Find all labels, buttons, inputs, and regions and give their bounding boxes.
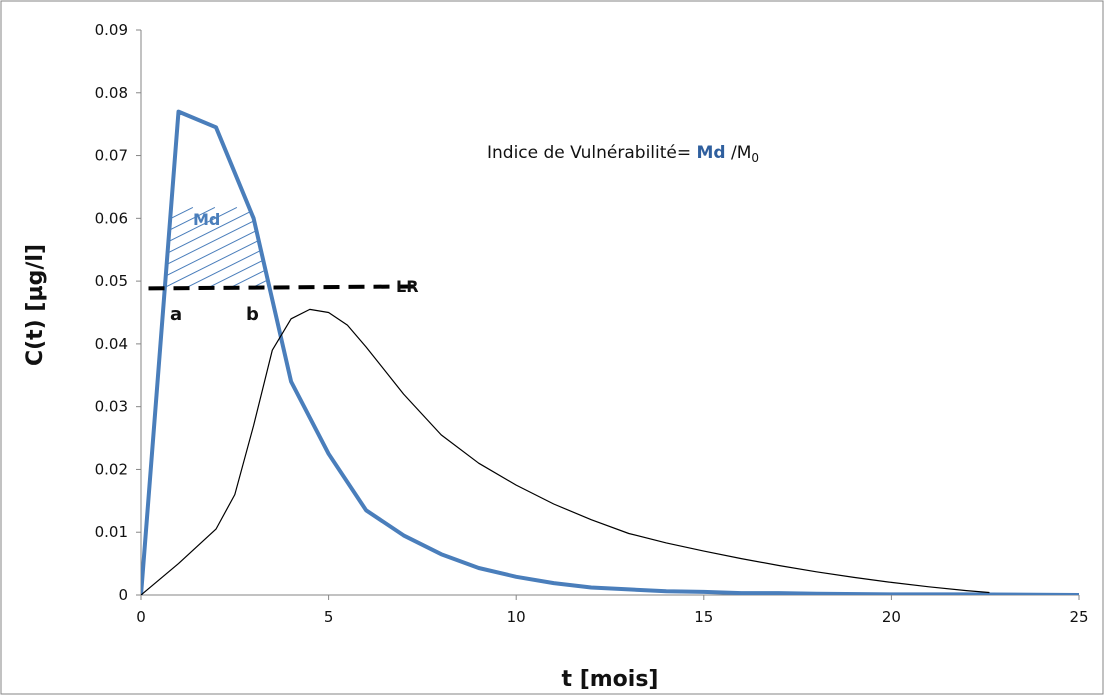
formula-sub: 0 [751,151,759,165]
y-tick-label: 0.06 [95,209,128,227]
y-tick-label: 0 [118,586,128,604]
x-tick-label: 5 [324,608,334,626]
y-tick-label: 0.08 [95,84,128,102]
series-line-blue [141,109,1079,595]
y-axis-title: C(t) [µg/l] [23,244,48,366]
md-hatch-line [166,206,270,288]
x-tick-label: 10 [507,608,526,626]
series-group [141,109,1079,595]
x-tick-label: 20 [882,608,901,626]
tick-labels: 0 5 10 15 20 25 0 0.01 0.02 0.03 0.04 0.05 0.06 0.07 0… [95,21,1089,626]
y-tick-label: 0.09 [95,21,128,39]
md-hatch-line [188,206,270,288]
x-tick-label: 25 [1069,608,1088,626]
point-a-label: a [170,304,182,325]
x-tick-label: 0 [136,608,146,626]
formula-md: Md [697,143,726,163]
threshold-label: LR [396,277,419,296]
md-hatch-line [232,206,270,288]
x-axis-title: t [mois] [562,667,659,692]
y-tick-label: 0.07 [95,147,128,165]
md-hatch-line [164,206,216,288]
y-tick-label: 0.03 [95,398,128,416]
md-hatch-line [164,206,238,288]
y-tick-label: 0.04 [95,335,128,353]
y-tick-label: 0.02 [95,460,128,478]
md-hatch-line [164,206,270,288]
md-hatch-line [210,206,270,288]
formula-prefix: Indice de Vulnérabilité= [487,143,697,163]
threshold-line [148,284,423,291]
md-hatch-line [164,206,270,288]
md-area-label: Md [193,210,220,229]
x-tick-label: 15 [694,608,713,626]
vulnerability-formula: Indice de Vulnérabilité= Md /M0 [487,143,759,165]
y-tick-label: 0.01 [95,523,128,541]
y-tick-label: 0.05 [95,272,128,290]
threshold-group [148,284,423,291]
md-hatch-line [164,206,270,288]
formula-mid: /M [726,143,752,163]
series-line-black [141,308,990,595]
point-b-label: b [246,304,259,325]
